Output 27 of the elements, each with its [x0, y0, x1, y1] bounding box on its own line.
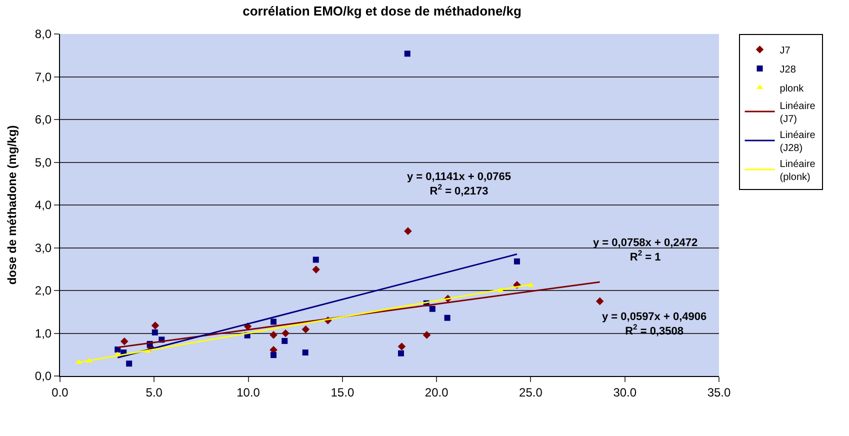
y-tick-label: 4,0 — [34, 198, 52, 212]
legend-label: J28 — [780, 64, 796, 76]
y-tick-label: 5,0 — [34, 155, 52, 170]
annotation: y = 0,0758x + 0,2472 R$^{2}$ = 1 — [593, 237, 698, 264]
legend-label: J7 — [780, 45, 791, 56]
x-tick-label: 15.0 — [330, 385, 354, 400]
chart-title: corrélation EMO/kg et dose de méthadone/kg — [242, 4, 522, 19]
x-tick-label: 0.0 — [52, 385, 69, 400]
y-tick-label: 6,0 — [34, 112, 52, 127]
y-tick-label: 7,0 — [34, 70, 52, 84]
y-tick-label: 3,0 — [34, 240, 52, 255]
x-tick-label: 20.0 — [424, 385, 449, 400]
x-tick-label: 25.0 — [519, 385, 543, 400]
x-tick-label: 10.0 — [236, 385, 260, 400]
y-tick-label: 1,0 — [34, 326, 52, 340]
annotation: y = 0,1141x + 0,0765 R$^{2}$ = 0,2173 — [407, 171, 511, 198]
legend-label: Linéaire (plonk) — [780, 158, 816, 183]
legend-label: plonk — [780, 83, 805, 94]
legend-label: Linéaire (J28) — [780, 130, 816, 154]
y-tick-label: 0,0 — [34, 369, 52, 384]
x-tick-label: 30.0 — [613, 385, 637, 400]
legend-label: Linéaire (J7) — [780, 100, 816, 125]
y-tick-label: 8,0 — [34, 27, 52, 42]
x-tick-label: 5.0 — [146, 385, 163, 400]
y-tick-label: 2,0 — [34, 284, 52, 298]
x-tick-label: 35.0 — [707, 385, 731, 400]
y-axis-title: dose de méthadone (mg/kg) — [5, 125, 20, 285]
